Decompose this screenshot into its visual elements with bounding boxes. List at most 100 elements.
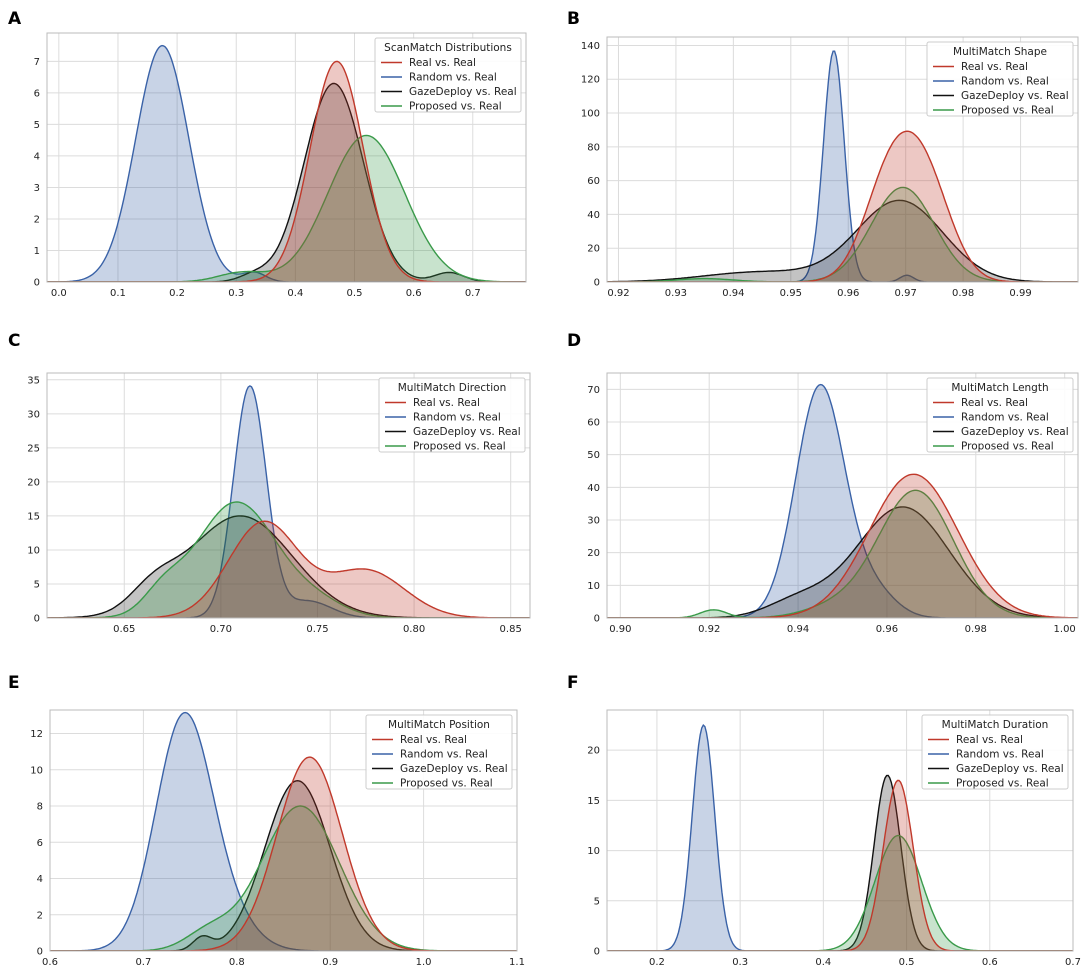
legend: ScanMatch Distributions Real vs. Real Rand… — [374, 37, 522, 113]
x-tick-label: 0.6 — [982, 957, 998, 968]
density-fill-gazedeploy-vs-real — [50, 780, 517, 951]
legend-box — [926, 377, 1074, 453]
x-tick-label: 0.1 — [110, 288, 126, 299]
plot-frame — [49, 709, 518, 952]
y-tick-label: 12 — [30, 729, 43, 740]
legend-box — [378, 377, 526, 453]
density-fill-random-vs-real — [50, 712, 517, 951]
legend-entry-gazedeploy-vs-real: GazeDeploy vs. Real — [400, 763, 508, 775]
legend-entry-real-vs-real: Real vs. Real — [961, 61, 1028, 73]
density-fill-random-vs-real — [47, 45, 526, 282]
legend-entry-gazedeploy-vs-real: GazeDeploy vs. Real — [409, 86, 517, 98]
panel-label: B — [567, 9, 580, 29]
density-fill-gazedeploy-vs-real — [47, 83, 526, 282]
y-tick-label: 20 — [587, 746, 600, 757]
legend-box — [921, 714, 1069, 790]
y-tick-label: 100 — [581, 109, 600, 120]
y-tick-label: 10 — [587, 581, 600, 592]
x-tick-label: 0.97 — [895, 288, 917, 299]
x-tick-label: 0.7 — [1065, 957, 1081, 968]
y-tick-label: 30 — [27, 409, 40, 420]
plot-frame — [606, 709, 1074, 952]
legend-entry-random-vs-real: Random vs. Real — [413, 412, 501, 424]
legend-box — [365, 714, 513, 790]
y-tick-label: 10 — [27, 545, 40, 556]
x-tick-label: 0.3 — [228, 288, 244, 299]
x-tick-label: 0.75 — [306, 624, 328, 635]
legend-title: MultiMatch Position — [388, 719, 490, 731]
density-line-proposed-vs-real — [47, 134, 526, 282]
y-tick-label: 5 — [594, 896, 600, 907]
density-fill-proposed-vs-real — [50, 806, 517, 951]
density-fill-gazedeploy-vs-real — [47, 515, 530, 618]
y-tick-label: 30 — [587, 516, 600, 527]
density-fill-random-vs-real — [607, 725, 1073, 951]
density-line-real-vs-real — [47, 520, 530, 618]
y-tick-label: 20 — [27, 477, 40, 488]
x-tick-label: 0.4 — [815, 957, 831, 968]
y-tick-label: 6 — [34, 88, 40, 99]
y-tick-label: 0 — [34, 614, 40, 625]
panel-label: A — [8, 9, 22, 29]
legend-entry-proposed-vs-real: Proposed vs. Real — [409, 101, 502, 113]
y-tick-label: 40 — [587, 483, 600, 494]
legend-entry-proposed-vs-real: Proposed vs. Real — [961, 105, 1054, 117]
y-tick-label: 7 — [34, 57, 40, 68]
panel-label: C — [8, 331, 20, 351]
y-tick-label: 1 — [34, 246, 40, 257]
density-line-proposed-vs-real — [607, 489, 1078, 618]
x-tick-label: 0.99 — [1009, 288, 1031, 299]
density-fill-random-vs-real — [607, 384, 1078, 618]
density-line-random-vs-real — [50, 711, 517, 951]
y-tick-label: 8 — [37, 802, 43, 813]
density-line-gazedeploy-vs-real — [50, 779, 517, 951]
x-tick-label: 0.6 — [42, 957, 58, 968]
y-tick-label: 10 — [30, 765, 43, 776]
y-tick-label: 0 — [37, 947, 43, 958]
x-tick-label: 0.6 — [406, 288, 422, 299]
y-tick-label: 3 — [34, 183, 40, 194]
legend-entry-real-vs-real: Real vs. Real — [409, 57, 476, 69]
y-tick-label: 0 — [594, 614, 600, 625]
series-group — [47, 385, 530, 618]
legend-entry-gazedeploy-vs-real: GazeDeploy vs. Real — [413, 426, 521, 438]
legend-entry-random-vs-real: Random vs. Real — [409, 72, 497, 84]
y-tick-label: 15 — [27, 511, 40, 522]
legend-entry-random-vs-real: Random vs. Real — [961, 412, 1049, 424]
y-tick-label: 80 — [587, 142, 600, 153]
x-tick-label: 0.85 — [500, 624, 522, 635]
legend-entry-proposed-vs-real: Proposed vs. Real — [956, 778, 1049, 790]
plot-frame — [46, 372, 531, 619]
x-tick-label: 0.65 — [113, 624, 135, 635]
y-tick-label: 4 — [34, 151, 40, 162]
panel-d: D 0.90 0.92 0.94 0.96 0.98 1.00 0 10 20 30 40 50 60 70… — [567, 331, 1079, 635]
x-tick-label: 0.94 — [722, 288, 744, 299]
series-group — [607, 50, 1078, 282]
panel-b: B 0.92 0.93 0.94 0.95 0.96 0.97 0.98 0.99 0 20 40 60… — [567, 9, 1079, 299]
plot-frame — [46, 32, 527, 283]
x-tick-label: 0.8 — [229, 957, 245, 968]
legend-entry-real-vs-real: Real vs. Real — [400, 734, 467, 746]
density-line-random-vs-real — [607, 50, 1078, 282]
legend: MultiMatch Length Real vs. Real Random vs.… — [926, 377, 1074, 453]
plot-frame — [606, 36, 1079, 283]
y-tick-label: 5 — [34, 579, 40, 590]
legend-box — [374, 37, 522, 113]
y-tick-label: 60 — [587, 176, 600, 187]
y-tick-label: 0 — [594, 947, 600, 958]
x-tick-label: 0.7 — [135, 957, 151, 968]
plot-frame — [606, 372, 1079, 619]
y-tick-label: 4 — [37, 874, 43, 885]
density-fill-gazedeploy-vs-real — [607, 200, 1078, 282]
x-tick-label: 0.98 — [965, 624, 987, 635]
legend-entry-proposed-vs-real: Proposed vs. Real — [400, 778, 493, 790]
density-line-random-vs-real — [607, 723, 1073, 951]
density-line-real-vs-real — [607, 473, 1078, 618]
x-tick-label: 0.5 — [347, 288, 363, 299]
density-line-real-vs-real — [47, 60, 526, 282]
y-tick-label: 25 — [27, 443, 40, 454]
legend: MultiMatch Shape Real vs. Real Random vs. … — [926, 41, 1074, 117]
x-tick-label: 0.9 — [322, 957, 338, 968]
density-fill-random-vs-real — [607, 51, 1078, 282]
